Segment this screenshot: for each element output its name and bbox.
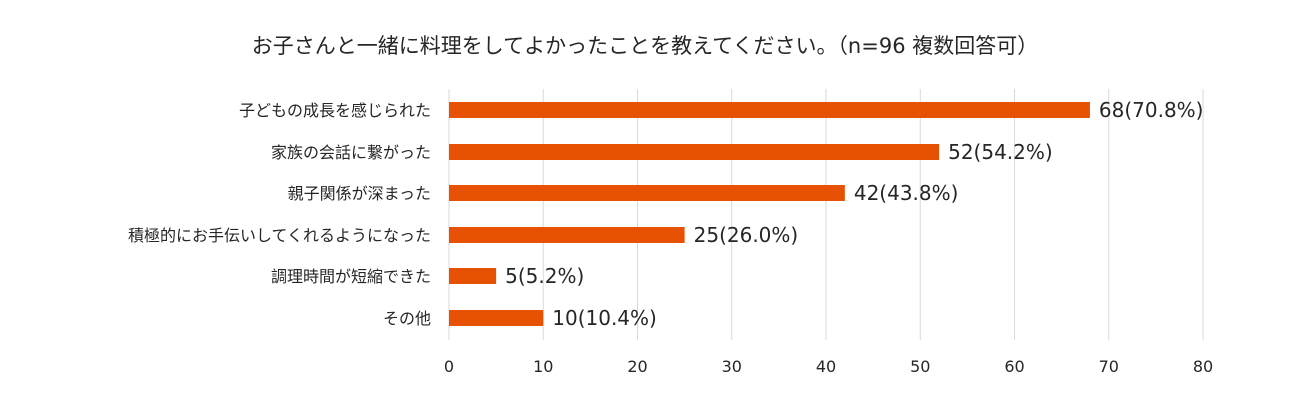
data-labels: 68(70.8%) 52(54.2%) 42(43.8%) 25(26.0%) 5(5.…	[505, 98, 1203, 330]
category-label: その他	[383, 309, 431, 328]
x-tick-label: 0	[444, 357, 454, 376]
bars	[449, 102, 1090, 326]
category-labels: 子どもの成長を感じられた家族の会話に繋がった親子関係が深まった積極的にお手伝いし…	[128, 101, 431, 328]
category-label: 家族の会話に繋がった	[271, 143, 431, 162]
x-tick-label: 80	[1193, 357, 1213, 376]
x-tick-label: 40	[816, 357, 836, 376]
bar	[449, 268, 497, 284]
x-tick-label: 30	[722, 357, 742, 376]
category-label: 親子関係が深まった	[288, 184, 431, 203]
data-label: 5(5.2%)	[505, 264, 584, 288]
category-label: 子どもの成長を感じられた	[239, 101, 431, 120]
x-tick-label: 50	[910, 357, 930, 376]
x-axis-ticks: 0 10 20 30 40 50 60 70 80	[444, 357, 1213, 376]
gridlines	[448, 89, 1204, 340]
data-label: 68(70.8%)	[1099, 98, 1204, 122]
data-label: 10(10.4%)	[552, 306, 657, 330]
data-label: 52(54.2%)	[948, 140, 1053, 164]
bar	[449, 227, 685, 243]
chart-title: お子さんと一緒に料理をしてよかったことを教えてください。（n=96 複数回答可）	[251, 34, 1039, 58]
bar	[449, 102, 1090, 118]
category-label: 調理時間が短縮できた	[271, 267, 431, 286]
bar	[449, 310, 544, 326]
category-label: 積極的にお手伝いしてくれるようになった	[128, 226, 431, 245]
data-label: 25(26.0%)	[694, 223, 799, 247]
bar	[449, 185, 845, 201]
data-label: 42(43.8%)	[854, 181, 959, 205]
x-tick-label: 60	[1004, 357, 1024, 376]
x-tick-label: 10	[533, 357, 553, 376]
x-tick-label: 20	[627, 357, 647, 376]
bar	[449, 144, 940, 160]
x-tick-label: 70	[1099, 357, 1119, 376]
